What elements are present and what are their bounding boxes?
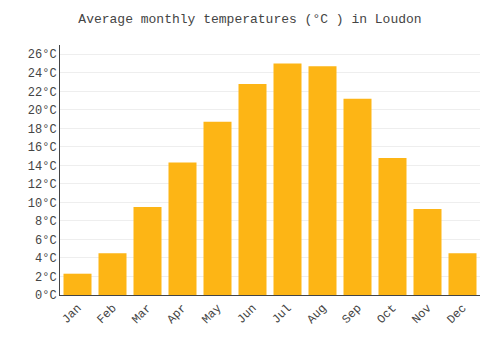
svg-text:4°C: 4°C [35, 252, 57, 266]
svg-text:Jan: Jan [59, 302, 84, 327]
svg-text:6°C: 6°C [35, 234, 57, 248]
svg-text:26°C: 26°C [28, 48, 57, 62]
svg-text:14°C: 14°C [28, 160, 57, 174]
svg-text:20°C: 20°C [28, 104, 57, 118]
svg-text:Sep: Sep [339, 302, 364, 327]
svg-text:Aug: Aug [304, 302, 329, 327]
svg-text:2°C: 2°C [35, 271, 57, 285]
svg-text:Nov: Nov [409, 302, 434, 327]
svg-text:Jun: Jun [234, 302, 259, 327]
svg-text:Jul: Jul [269, 302, 294, 327]
svg-text:Average monthly temperatures (: Average monthly temperatures (°C ) in Lo… [78, 12, 421, 27]
svg-text:24°C: 24°C [28, 67, 57, 81]
svg-text:0°C: 0°C [35, 289, 57, 303]
svg-text:22°C: 22°C [28, 86, 57, 100]
svg-text:8°C: 8°C [35, 215, 57, 229]
svg-text:18°C: 18°C [28, 123, 57, 137]
svg-text:16°C: 16°C [28, 141, 57, 155]
svg-text:Feb: Feb [94, 302, 119, 327]
svg-text:Apr: Apr [164, 302, 189, 327]
svg-text:Oct: Oct [374, 302, 399, 327]
svg-text:Mar: Mar [129, 302, 154, 327]
svg-text:10°C: 10°C [28, 197, 57, 211]
svg-text:12°C: 12°C [28, 178, 57, 192]
svg-text:May: May [199, 302, 224, 327]
svg-text:Dec: Dec [444, 302, 469, 327]
